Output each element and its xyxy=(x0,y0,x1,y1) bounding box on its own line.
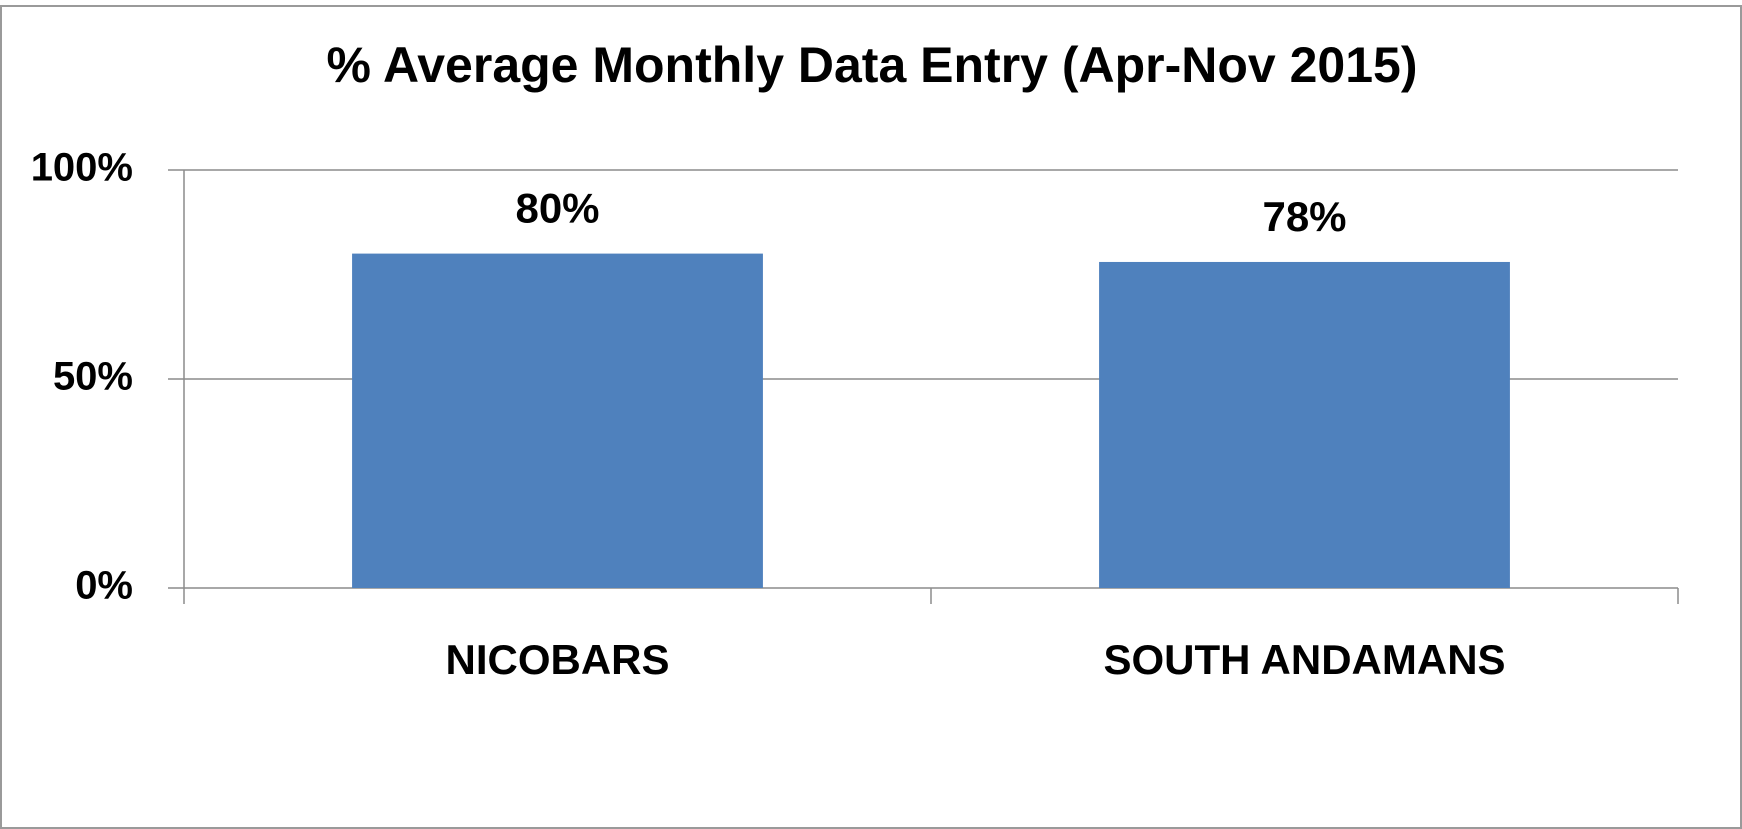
data-label: 78% xyxy=(1262,193,1346,240)
y-tick-label: 50% xyxy=(53,355,133,399)
data-label: 80% xyxy=(515,185,599,232)
x-tick-label: SOUTH ANDAMANS xyxy=(1103,636,1505,683)
bar xyxy=(1099,261,1510,588)
y-tick-label: 100% xyxy=(31,146,133,190)
y-tick-label: 0% xyxy=(75,564,133,608)
chart-title: % Average Monthly Data Entry (Apr-Nov 20… xyxy=(327,37,1418,93)
bar xyxy=(352,253,763,588)
x-tick-label: NICOBARS xyxy=(445,636,669,683)
